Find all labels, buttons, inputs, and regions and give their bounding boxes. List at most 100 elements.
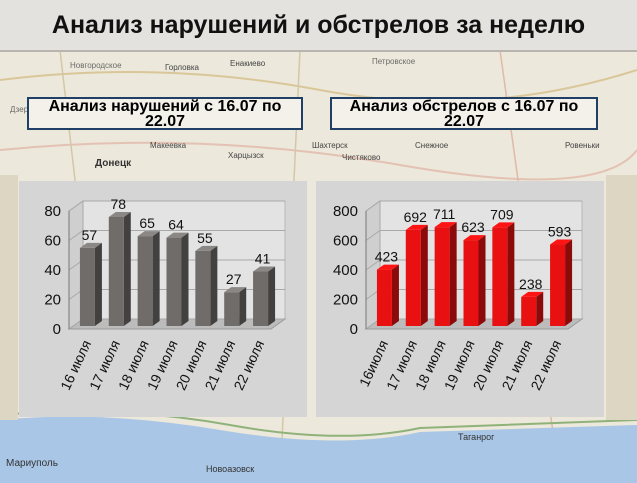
bar bbox=[376, 264, 399, 326]
bar-front bbox=[492, 227, 508, 326]
map-label: Мариуполь bbox=[6, 458, 58, 469]
bar-top bbox=[492, 222, 515, 228]
bar-front bbox=[550, 244, 566, 326]
bar-front bbox=[195, 250, 211, 326]
bar-top bbox=[405, 224, 428, 230]
y-tick-label: 40 bbox=[44, 262, 61, 279]
data-label: 709 bbox=[490, 206, 514, 222]
bar bbox=[108, 211, 131, 326]
gridline bbox=[365, 259, 582, 271]
y-tick-label: 60 bbox=[44, 233, 61, 250]
bar-side bbox=[536, 291, 544, 326]
bar-top bbox=[550, 239, 573, 245]
map-label: Новгородское bbox=[70, 61, 122, 70]
bar bbox=[463, 235, 486, 326]
data-label: 78 bbox=[110, 196, 126, 212]
bar-side bbox=[391, 264, 399, 326]
page-title: Анализ нарушений и обстрелов за неделю bbox=[51, 10, 586, 39]
bar bbox=[137, 231, 160, 326]
map-label: Ровеньки bbox=[565, 141, 600, 150]
data-label: 423 bbox=[375, 249, 399, 265]
bar-top bbox=[79, 242, 102, 248]
y-tick-label: 800 bbox=[333, 203, 358, 220]
bar-top bbox=[137, 231, 160, 237]
bar bbox=[521, 291, 544, 326]
bar-side bbox=[420, 224, 428, 326]
data-label: 27 bbox=[226, 271, 242, 287]
map-label: Енакиево bbox=[230, 59, 266, 68]
bar-top bbox=[166, 232, 189, 238]
bar-top bbox=[224, 287, 247, 293]
bar-front bbox=[253, 271, 269, 326]
map-label: Харцызск bbox=[228, 151, 264, 160]
map-label: Таганрог bbox=[458, 432, 495, 442]
bar-side bbox=[239, 287, 247, 326]
bar-front bbox=[137, 236, 153, 326]
y-tick-label: 600 bbox=[333, 233, 358, 250]
data-label: 711 bbox=[433, 206, 456, 222]
bar bbox=[405, 224, 428, 326]
bar bbox=[492, 222, 515, 326]
bar-front bbox=[434, 227, 450, 326]
data-label: 623 bbox=[461, 219, 485, 235]
bar-side bbox=[449, 222, 457, 326]
y-tick-label: 400 bbox=[333, 262, 358, 279]
y-tick-label: 20 bbox=[44, 292, 61, 309]
bar-side bbox=[210, 245, 218, 326]
gridline bbox=[365, 200, 582, 212]
data-label: 55 bbox=[197, 230, 213, 246]
violations-chart-caption: Анализ нарушений с 16.07 по 22.07 bbox=[27, 97, 303, 130]
bar-front bbox=[405, 229, 421, 326]
y-tick-label: 200 bbox=[333, 292, 358, 309]
bar-front bbox=[376, 269, 392, 326]
data-label: 41 bbox=[255, 251, 271, 267]
bar-side bbox=[181, 232, 189, 326]
y-tick-label: 0 bbox=[53, 321, 61, 338]
map-label: Новоазовск bbox=[206, 464, 254, 474]
data-label: 238 bbox=[519, 276, 543, 292]
title-bar: Анализ нарушений и обстрелов за неделю bbox=[0, 0, 637, 52]
bar-front bbox=[79, 247, 95, 326]
shelling-chart-caption: Анализ обстрелов с 16.07 по 22.07 bbox=[330, 97, 598, 130]
map-label: Макеевка bbox=[150, 141, 187, 150]
bar-side bbox=[152, 231, 160, 326]
bar bbox=[434, 222, 457, 326]
gridline bbox=[68, 200, 285, 212]
bar-top bbox=[195, 245, 218, 251]
map-label: Петровское bbox=[372, 57, 416, 66]
bar-top bbox=[253, 266, 276, 272]
bar-top bbox=[434, 222, 457, 228]
violations-chart-title: Анализ нарушений с 16.07 по 22.07 bbox=[48, 98, 282, 130]
bar-side bbox=[478, 235, 486, 326]
bar-side bbox=[94, 242, 102, 326]
y-tick-label: 80 bbox=[44, 203, 61, 220]
bar bbox=[166, 232, 189, 326]
map-label: Донецк bbox=[95, 158, 132, 169]
bar-front bbox=[166, 237, 182, 326]
bar-top bbox=[521, 291, 544, 297]
shelling-chart-title: Анализ обстрелов с 16.07 по 22.07 bbox=[349, 98, 579, 130]
bar-front bbox=[521, 296, 537, 326]
bar-side bbox=[123, 211, 131, 326]
bar-front bbox=[108, 216, 124, 326]
gridline bbox=[68, 230, 285, 241]
data-label: 593 bbox=[548, 224, 572, 240]
bar-top bbox=[108, 211, 131, 217]
bar bbox=[195, 245, 218, 326]
bar-side bbox=[268, 266, 276, 326]
map-label: Чистяково bbox=[342, 153, 381, 162]
y-tick-label: 0 bbox=[350, 321, 358, 338]
bar-side bbox=[565, 239, 573, 326]
bar bbox=[550, 239, 573, 326]
bar-top bbox=[463, 235, 486, 241]
bar bbox=[224, 287, 247, 326]
bar-side bbox=[507, 222, 515, 326]
bar bbox=[253, 266, 276, 326]
bar-top bbox=[376, 264, 399, 270]
data-label: 64 bbox=[168, 217, 184, 233]
bar bbox=[79, 242, 102, 326]
map-label: Снежное bbox=[415, 141, 449, 150]
map-label: Шахтерск bbox=[312, 141, 348, 150]
